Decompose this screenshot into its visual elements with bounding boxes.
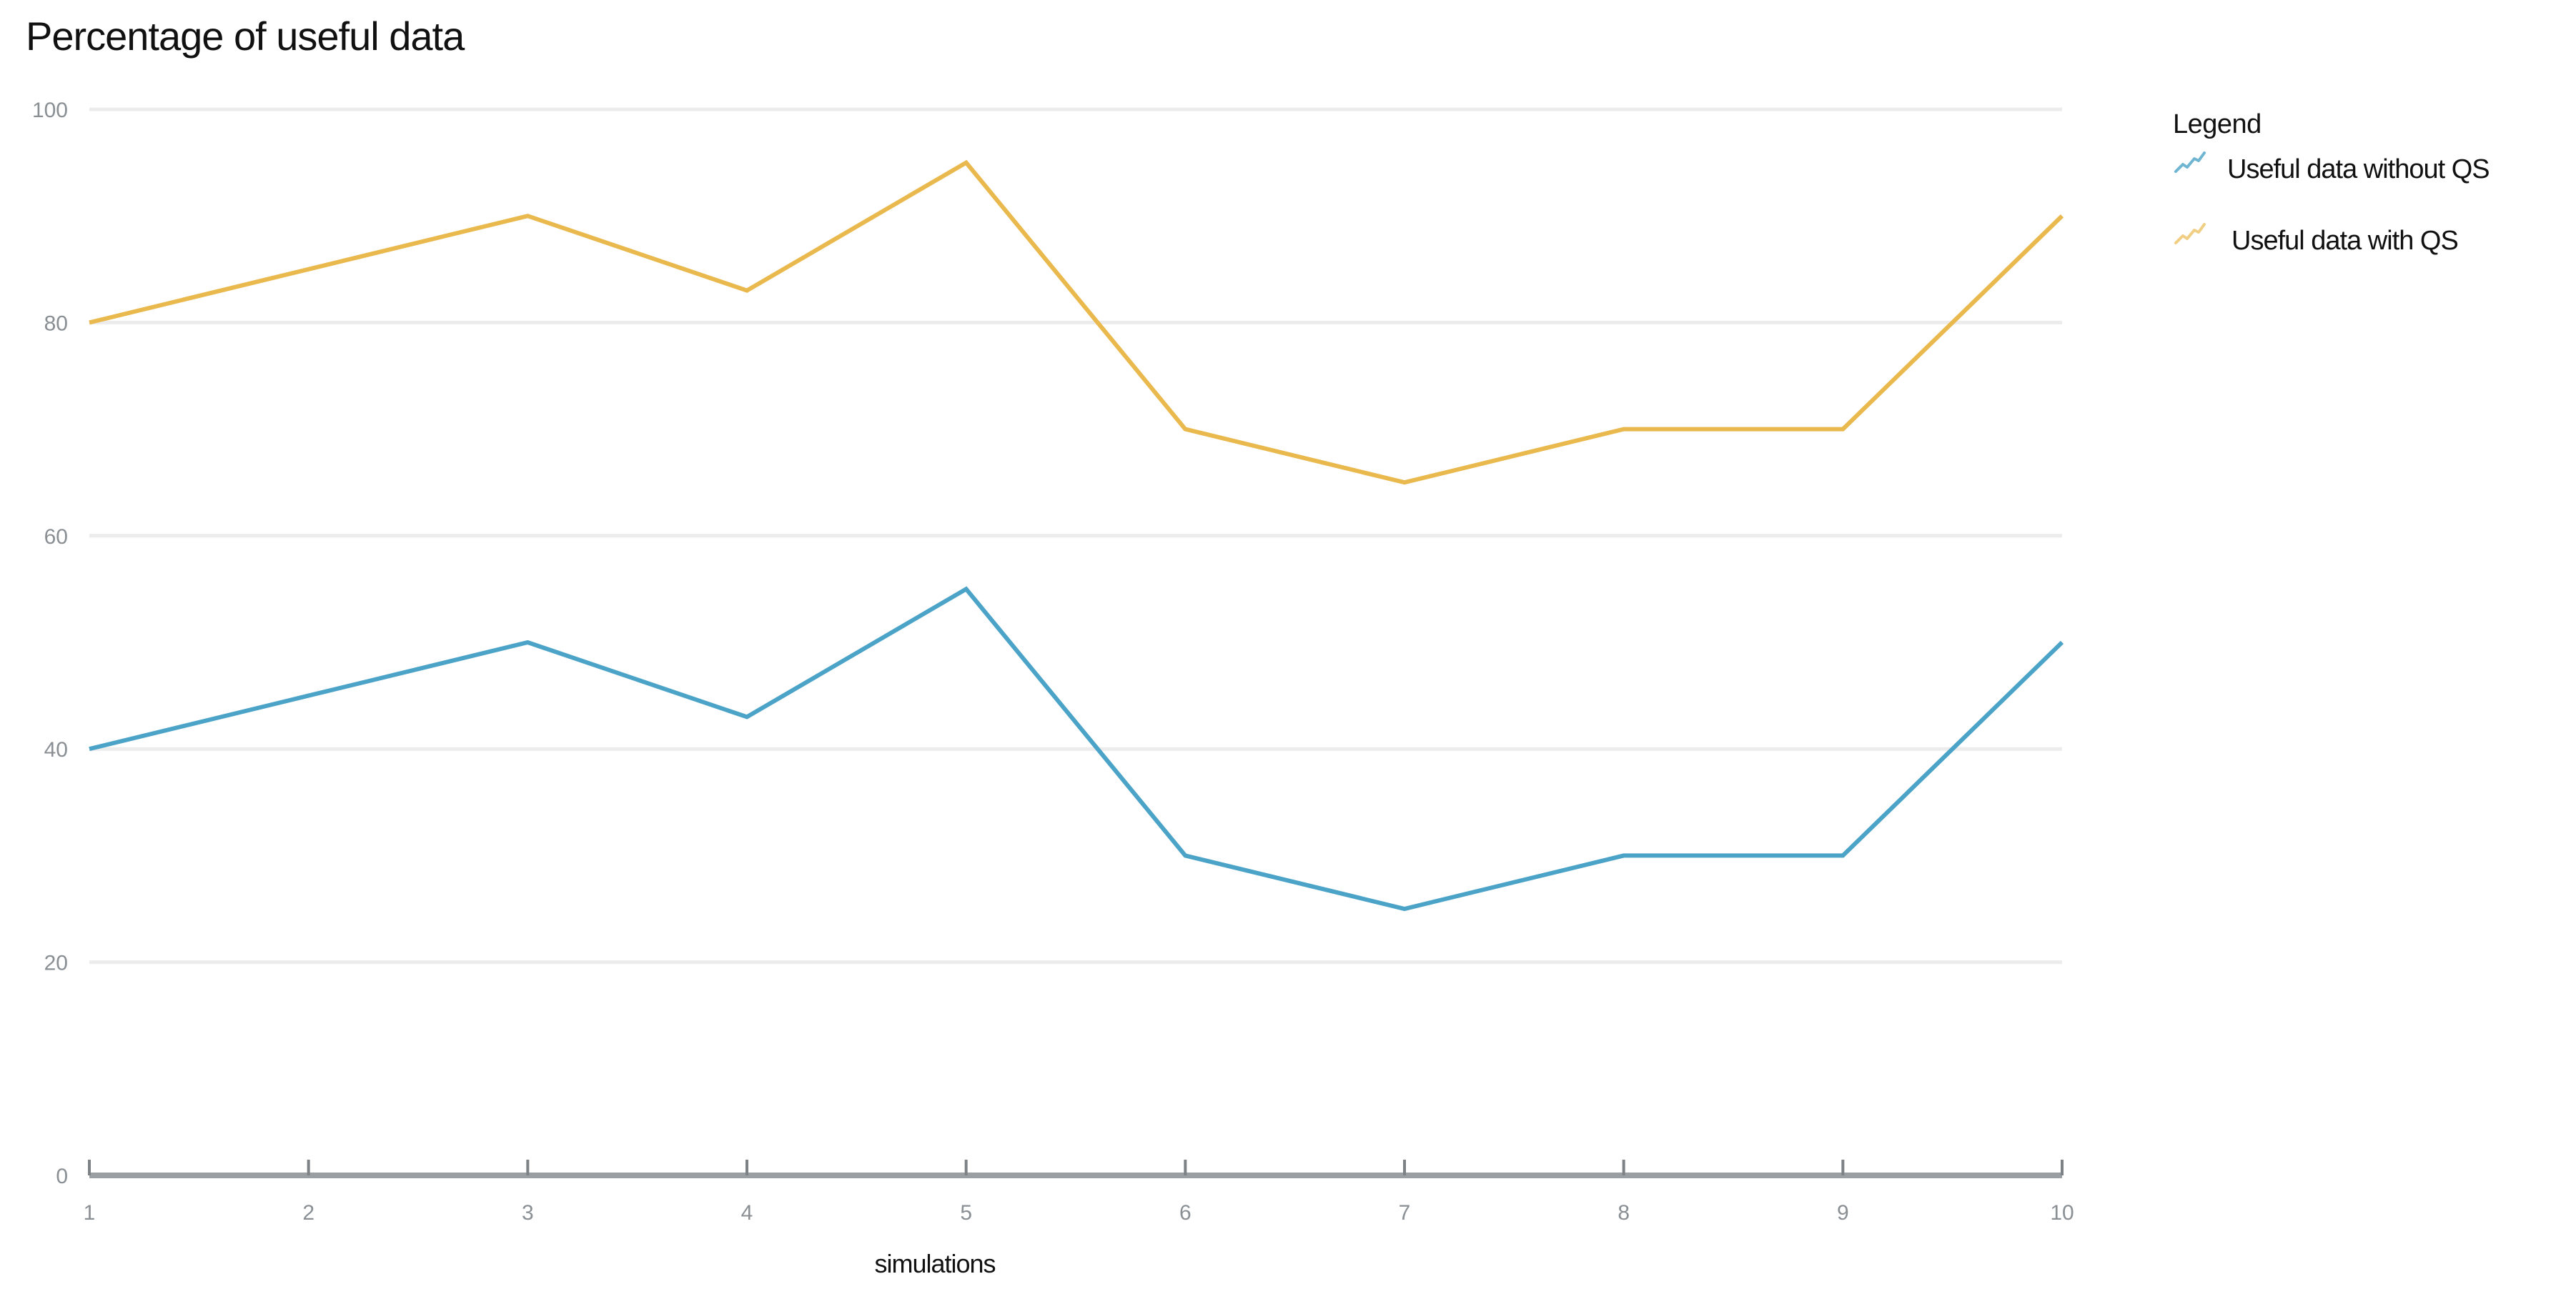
legend: Legend Useful data without QS Useful dat… — [2173, 106, 2573, 272]
legend-label: Useful data with QS — [2231, 226, 2459, 256]
x-tick-label: 8 — [1618, 1201, 1630, 1225]
x-axis-label: simulations — [874, 1249, 996, 1278]
series-line-without-qs — [89, 586, 2064, 912]
y-tick-label: 100 — [32, 99, 68, 122]
x-tick-label: 6 — [1179, 1201, 1192, 1225]
x-tick-label: 5 — [960, 1201, 972, 1225]
x-tick-label: 4 — [741, 1201, 753, 1225]
line-series-icon — [2174, 151, 2206, 173]
y-tick-label: 0 — [56, 1165, 68, 1188]
x-tick-label: 7 — [1399, 1201, 1411, 1225]
x-tick-label: 9 — [1837, 1201, 1849, 1225]
y-tick-label: 60 — [44, 525, 68, 549]
gridlines — [89, 107, 2062, 965]
legend-label: Useful data without QS — [2227, 154, 2490, 184]
legend-item-without-qs[interactable]: Useful data without QS — [2173, 143, 2573, 207]
series-lines — [89, 159, 2064, 912]
legend-item-with-qs[interactable]: Useful data with QS — [2173, 207, 2573, 272]
legend-title: Legend — [2173, 109, 2262, 139]
line-series-icon — [2174, 223, 2206, 244]
y-tick-label: 20 — [44, 952, 68, 975]
x-tick-label: 3 — [522, 1201, 534, 1225]
x-tick-label: 1 — [84, 1201, 96, 1225]
y-axis-ticks: 0 20 40 60 80 100 — [32, 99, 68, 1188]
y-tick-label: 80 — [44, 312, 68, 335]
chart-title: Percentage of useful data — [26, 14, 465, 59]
x-tick-label: 2 — [302, 1201, 314, 1225]
series-line-with-qs — [89, 159, 2064, 485]
x-axis: 1 2 3 4 5 6 7 8 9 10 — [84, 1160, 2074, 1225]
x-tick-label: 10 — [2050, 1201, 2074, 1225]
y-tick-label: 40 — [44, 738, 68, 762]
